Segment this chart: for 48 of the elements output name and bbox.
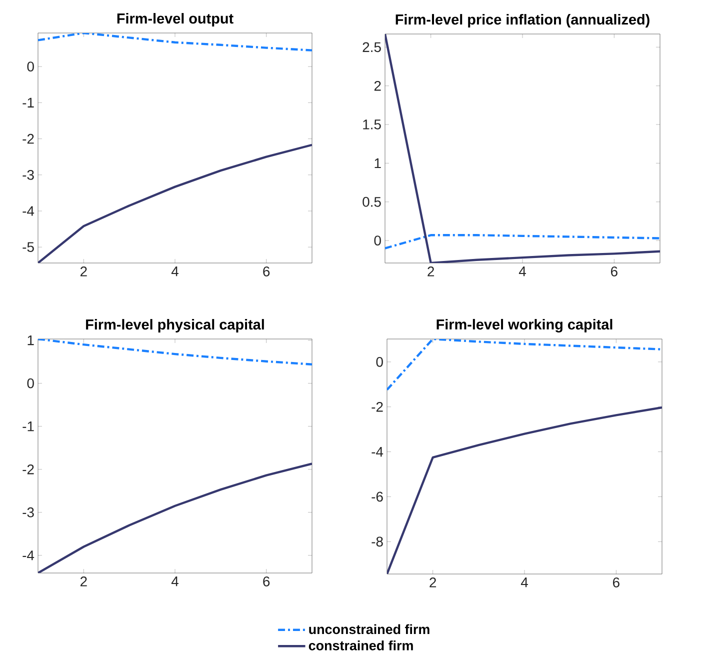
line-series [38, 144, 312, 263]
chart-title: Firm-level physical capital [86, 319, 264, 332]
y-tick-label: 2.5 [362, 42, 381, 52]
y-tick-label: -6 [372, 492, 383, 502]
y-tick-label: -5 [22, 242, 34, 252]
x-tick-label: 6 [612, 578, 620, 588]
y-tick-label: -3 [22, 170, 34, 180]
line-series [38, 462, 312, 573]
y-tick-label: 0.5 [362, 196, 381, 207]
y-tick-label: 0 [374, 236, 381, 246]
line-series [38, 338, 312, 366]
x-tick-label: 4 [171, 266, 178, 276]
y-tick-label: -1 [22, 98, 34, 108]
x-tick-label: 2 [80, 266, 87, 276]
line-series [387, 338, 662, 391]
chart-title: Firm-level working capital [436, 318, 612, 332]
y-tick-label: 1.5 [363, 120, 381, 130]
x-tick-label: 6 [263, 576, 270, 586]
y-tick-label: 1 [28, 335, 34, 346]
line-series [385, 34, 660, 263]
y-tick-label: -2 [22, 134, 34, 144]
y-tick-label: -4 [22, 550, 34, 560]
y-tick-label: -8 [372, 536, 383, 547]
legend-label: unconstrained firm [309, 624, 430, 634]
x-tick-label: 6 [610, 266, 618, 276]
legend-label: constrained firm [308, 640, 413, 650]
x-tick-label: 4 [520, 578, 528, 588]
y-tick-label: 0 [376, 356, 383, 367]
x-tick-label: 4 [171, 576, 178, 586]
x-tick-label: 2 [428, 266, 434, 276]
y-tick-label: -4 [22, 206, 34, 216]
y-tick-label: -4 [372, 446, 384, 457]
y-tick-label: -2 [22, 464, 34, 474]
x-tick-label: 2 [80, 576, 87, 586]
x-tick-label: 6 [263, 266, 270, 276]
line-series [38, 32, 312, 52]
y-tick-label: 0 [27, 62, 34, 72]
chart-title: Firm-level output [117, 13, 234, 26]
x-tick-label: 4 [518, 266, 526, 276]
line-series [387, 406, 662, 574]
chart-title: Firm-level price inflation (annualized) [396, 14, 650, 28]
y-tick-label: 1 [374, 158, 381, 168]
y-tick-label: -1 [22, 422, 34, 432]
y-tick-label: -3 [22, 507, 34, 518]
y-tick-label: -2 [372, 402, 383, 412]
y-tick-label: 2 [374, 80, 381, 91]
y-tick-label: 0 [27, 378, 34, 388]
x-tick-label: 2 [430, 578, 436, 588]
